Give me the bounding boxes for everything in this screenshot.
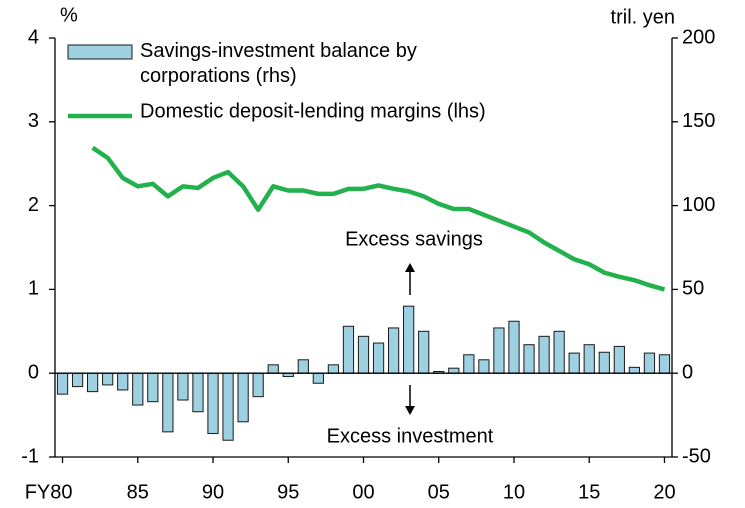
bar xyxy=(628,366,640,374)
bar xyxy=(102,372,114,386)
bar xyxy=(177,372,189,401)
bar xyxy=(478,359,490,374)
bar xyxy=(643,352,656,374)
bar xyxy=(553,330,565,374)
x-tick-label: 00 xyxy=(352,481,374,503)
bar xyxy=(463,354,475,374)
legend-swatch xyxy=(67,44,133,60)
bar xyxy=(583,344,595,374)
bar xyxy=(222,372,234,441)
bar xyxy=(56,372,69,395)
bar xyxy=(418,330,430,374)
bar xyxy=(508,320,520,374)
y-tick-label: 4 xyxy=(28,26,39,48)
legend-label: Domestic deposit-lending margins (lhs) xyxy=(140,100,486,122)
bar xyxy=(523,344,535,374)
annotation: Excess savings xyxy=(345,228,483,250)
bar xyxy=(252,372,264,398)
y-tick-label: 2 xyxy=(28,194,39,216)
bar xyxy=(448,367,460,374)
bar xyxy=(162,372,174,433)
bar xyxy=(387,327,400,374)
y2-tick-label: 0 xyxy=(682,361,693,383)
y-tick-label: -1 xyxy=(21,445,39,467)
bar xyxy=(267,364,279,374)
bar xyxy=(192,372,204,413)
x-tick-label: 90 xyxy=(202,481,224,503)
bar xyxy=(598,351,610,374)
bar xyxy=(312,372,324,384)
y2-axis-label: tril. yen xyxy=(611,6,675,28)
bar xyxy=(372,342,385,374)
bar xyxy=(132,372,144,406)
y-tick-label: 3 xyxy=(28,110,39,132)
x-tick-label: 15 xyxy=(578,481,600,503)
y2-tick-label: 150 xyxy=(682,110,715,132)
bar xyxy=(147,372,159,403)
y-axis-label: % xyxy=(60,4,78,26)
bar xyxy=(71,372,84,388)
y-tick-label: 1 xyxy=(28,278,39,300)
bar xyxy=(568,352,580,374)
y2-tick-label: 100 xyxy=(682,194,715,216)
bar xyxy=(538,335,550,374)
bar xyxy=(87,372,99,393)
x-tick-label: 10 xyxy=(503,481,525,503)
y2-tick-label: -50 xyxy=(682,445,711,467)
bar xyxy=(237,372,249,423)
bar xyxy=(342,325,355,374)
x-tick-label: 20 xyxy=(653,481,675,503)
y2-tick-label: 50 xyxy=(682,278,704,300)
x-tick-label: 85 xyxy=(127,481,149,503)
bar xyxy=(658,354,671,374)
bar xyxy=(403,305,415,374)
y2-tick-label: 200 xyxy=(682,26,715,48)
x-tick-label: 05 xyxy=(428,481,450,503)
x-tick-label: 95 xyxy=(277,481,299,503)
bar xyxy=(297,359,309,374)
bar xyxy=(327,364,340,374)
line xyxy=(91,145,666,292)
bar xyxy=(117,372,129,391)
y-tick-label: 0 xyxy=(28,361,39,383)
legend-label: Savings-investment balance by corporation… xyxy=(140,40,417,87)
arrow xyxy=(405,263,415,415)
bar xyxy=(357,335,370,374)
bar xyxy=(613,345,625,374)
bar xyxy=(207,372,219,435)
x-tick-label: FY80 xyxy=(25,481,73,503)
annotation: Excess investment xyxy=(327,425,494,447)
bar xyxy=(493,327,505,374)
